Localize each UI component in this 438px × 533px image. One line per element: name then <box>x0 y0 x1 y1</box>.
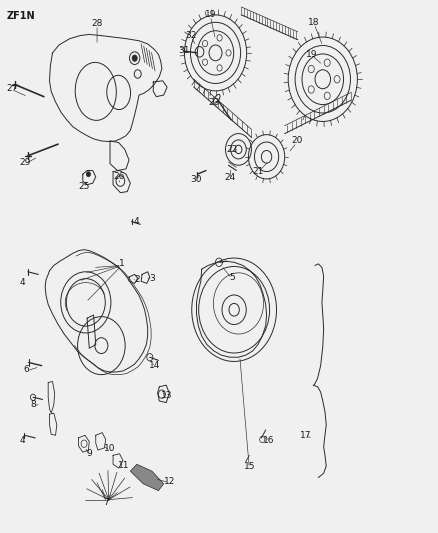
Text: 3: 3 <box>149 273 155 282</box>
Text: 8: 8 <box>30 400 36 409</box>
Text: 32: 32 <box>185 31 197 40</box>
Text: 15: 15 <box>244 463 255 471</box>
Text: 23: 23 <box>208 99 219 108</box>
Circle shape <box>132 55 137 61</box>
Text: 12: 12 <box>163 477 175 486</box>
Polygon shape <box>131 464 164 491</box>
Text: 28: 28 <box>92 19 103 28</box>
Text: 20: 20 <box>291 136 303 146</box>
Text: ZF1N: ZF1N <box>7 11 36 21</box>
Text: 2: 2 <box>134 275 140 284</box>
Text: 5: 5 <box>229 272 235 281</box>
Text: 21: 21 <box>252 167 264 176</box>
Text: 26: 26 <box>113 172 124 181</box>
Circle shape <box>86 172 91 177</box>
Text: 4: 4 <box>19 436 25 445</box>
Text: 14: 14 <box>149 361 161 370</box>
Text: 17: 17 <box>300 431 311 440</box>
Text: 4: 4 <box>134 217 140 226</box>
Text: 18: 18 <box>308 18 320 27</box>
Text: 27: 27 <box>7 84 18 93</box>
Text: 6: 6 <box>24 365 29 374</box>
Text: 13: 13 <box>161 391 173 400</box>
Text: 19: 19 <box>205 10 216 19</box>
Text: 19: 19 <box>306 50 318 59</box>
Text: 22: 22 <box>226 145 237 154</box>
Text: 16: 16 <box>263 436 275 445</box>
Text: 11: 11 <box>118 462 130 471</box>
Text: 4: 4 <box>19 278 25 287</box>
Text: 24: 24 <box>224 173 236 182</box>
Text: 30: 30 <box>191 175 202 184</box>
Text: 9: 9 <box>86 449 92 458</box>
Text: 25: 25 <box>78 182 90 191</box>
Text: 29: 29 <box>20 158 31 167</box>
Text: 31: 31 <box>178 46 189 55</box>
Text: 10: 10 <box>104 444 116 453</box>
Text: 7: 7 <box>104 498 110 507</box>
Text: 1: 1 <box>119 260 124 268</box>
